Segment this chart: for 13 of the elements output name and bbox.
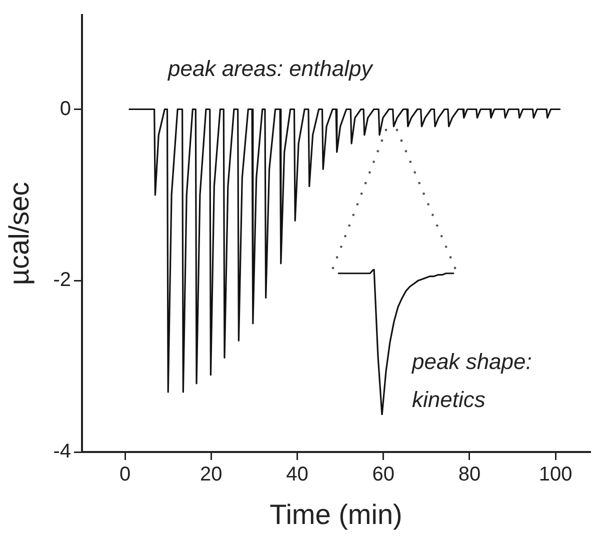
- annotation: peak areas: enthalpy: [168, 55, 374, 83]
- y-tick-label: -4: [53, 440, 71, 463]
- y-tick-label: -2: [53, 269, 71, 292]
- x-tick-label: 0: [119, 464, 131, 486]
- annotation: peak shape: kinetics: [412, 348, 533, 414]
- x-tick-label: 80: [458, 464, 481, 486]
- x-axis-title: Time (min): [270, 498, 402, 530]
- x-tick-label: 20: [200, 464, 222, 486]
- x-tick-label: 60: [372, 464, 394, 486]
- y-axis-title: µcal/sec: [4, 182, 35, 286]
- x-tick-label: 100: [538, 464, 572, 486]
- y-tick-label: 0: [60, 98, 71, 120]
- x-tick-label: 40: [286, 464, 308, 486]
